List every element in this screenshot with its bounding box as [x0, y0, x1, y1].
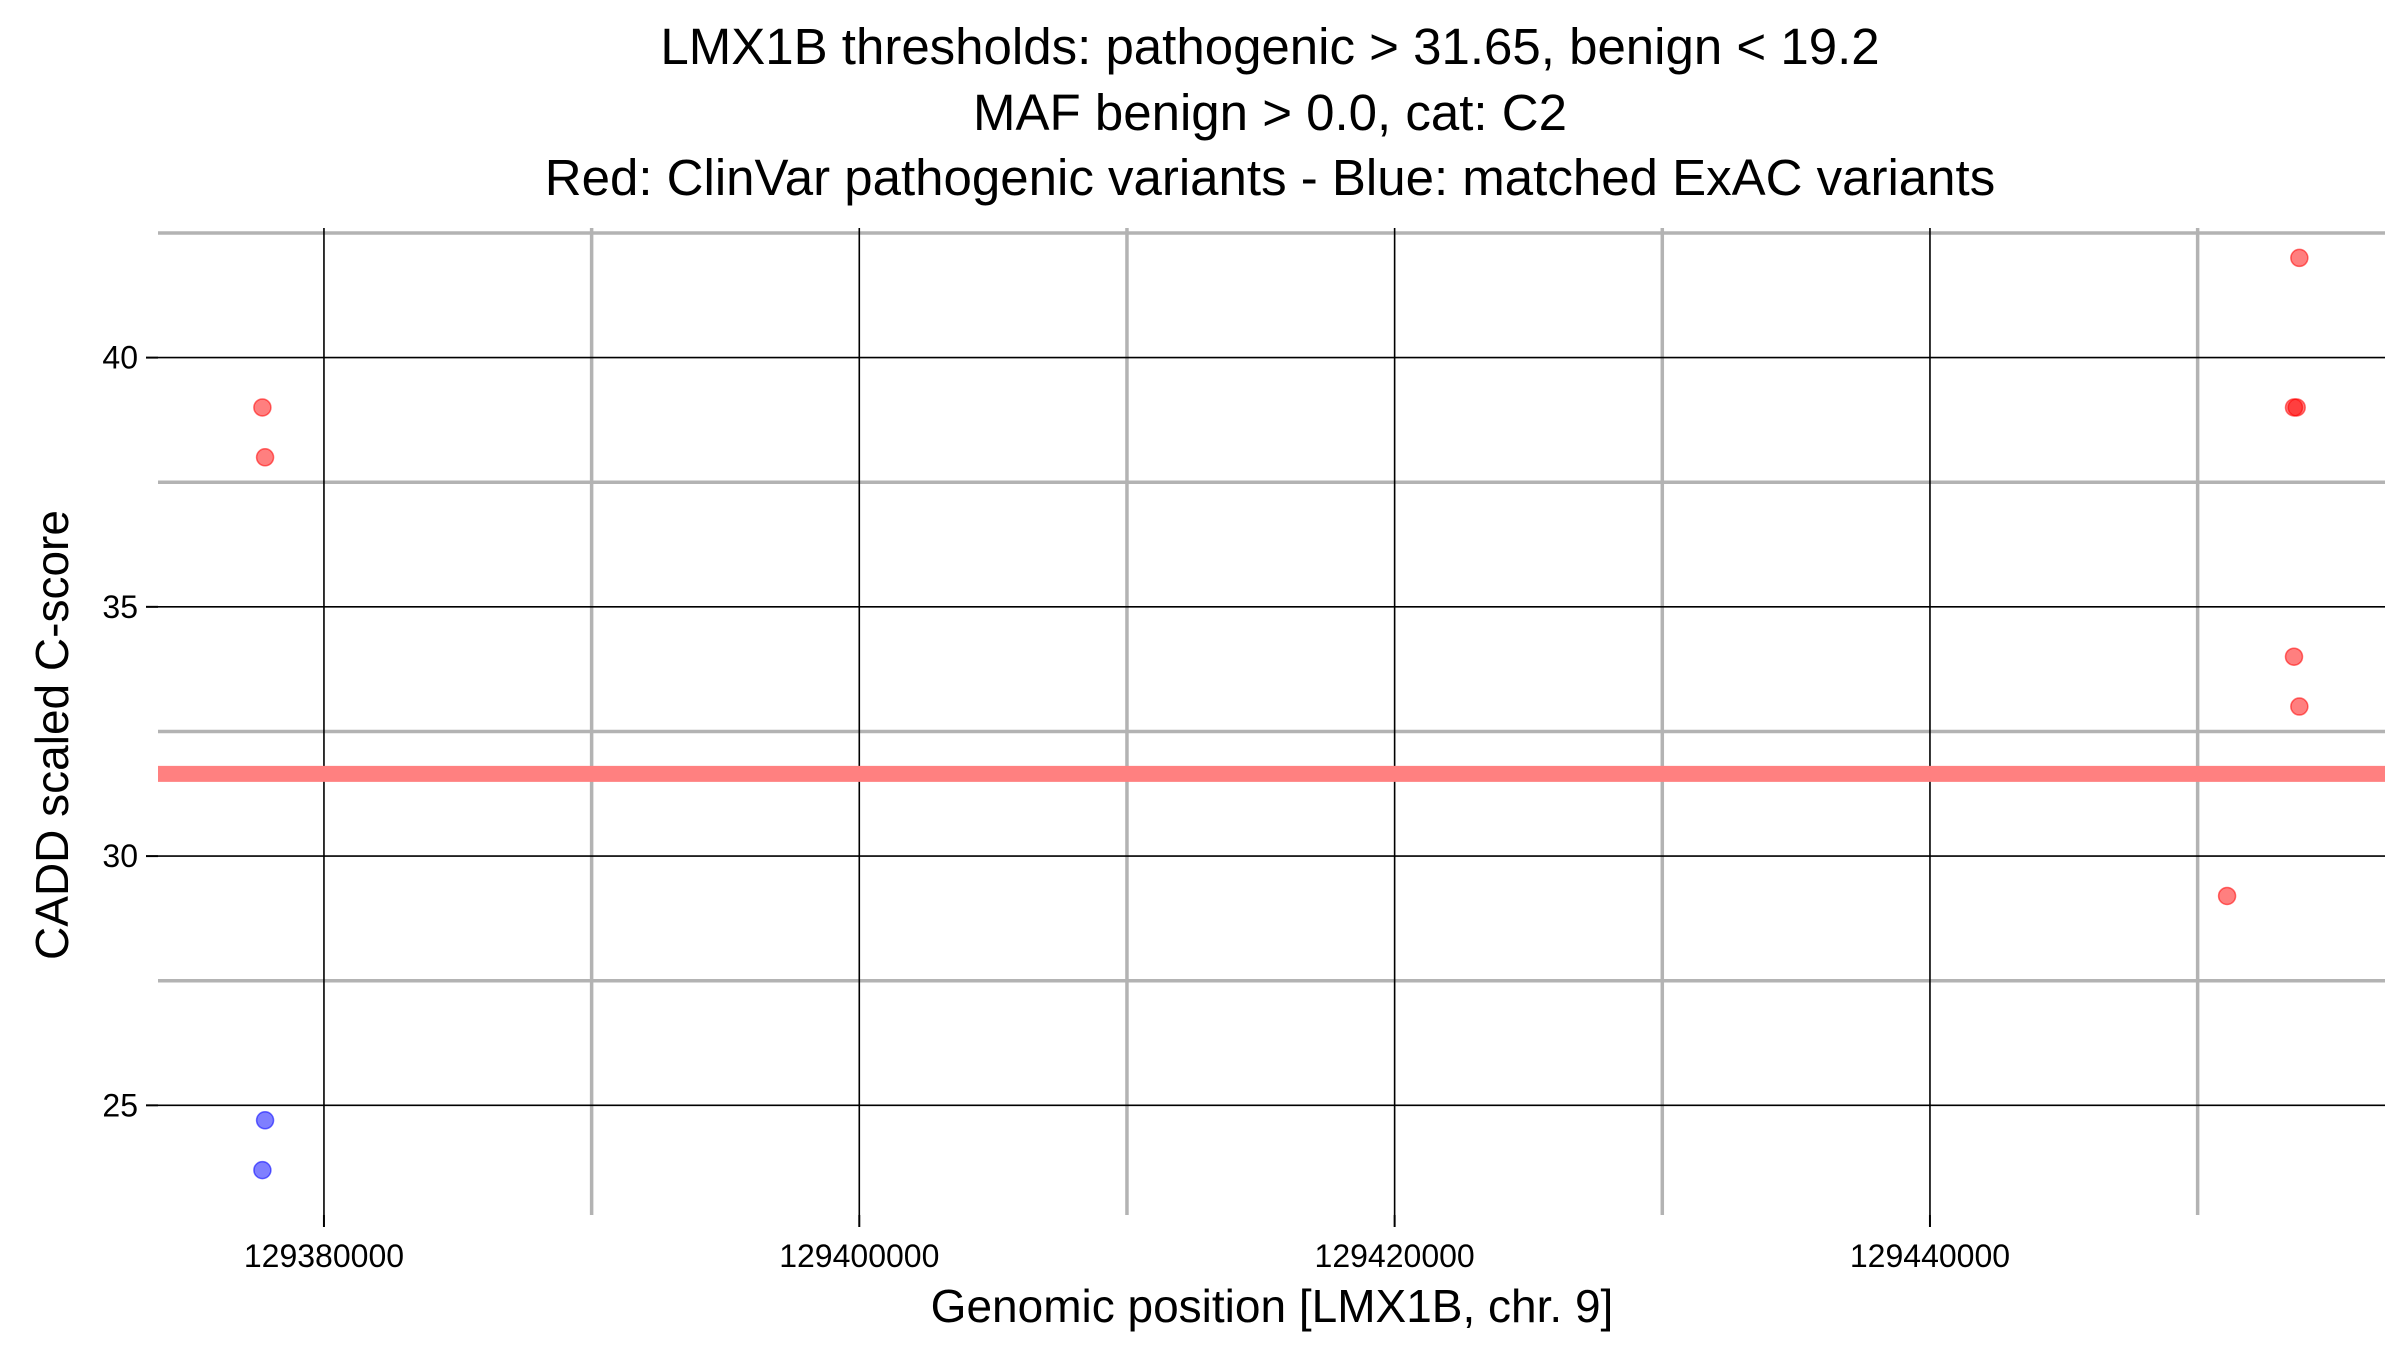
- x-tick-label: 129420000: [1315, 1238, 1475, 1274]
- title-line-3: Red: ClinVar pathogenic variants - Blue:…: [545, 149, 1995, 206]
- data-point: [255, 1111, 275, 1130]
- y-tick-label: 25: [102, 1087, 138, 1123]
- minor-gridlines: [158, 228, 2385, 1215]
- y-tick-label: 35: [102, 589, 138, 625]
- x-tick-labels: 129380000 129400000 129420000 129440000: [244, 1238, 2010, 1274]
- data-point: [255, 448, 275, 467]
- data-point: [253, 1160, 272, 1180]
- title-line-1: LMX1B thresholds: pathogenic > 31.65, be…: [660, 18, 1879, 75]
- data-point: [2290, 248, 2309, 268]
- x-tick-label: 129400000: [779, 1238, 939, 1274]
- data-point: [2290, 697, 2309, 716]
- x-tick-label: 129380000: [244, 1238, 404, 1274]
- axis-ticks: [146, 356, 1931, 1227]
- data-point: [253, 398, 272, 417]
- y-tick-labels: 25 30 35 40: [102, 340, 138, 1124]
- y-tick-label: 40: [102, 340, 138, 376]
- data-points: [253, 248, 2309, 1180]
- x-axis-title: Genomic position [LMX1B, chr. 9]: [931, 1280, 1614, 1332]
- data-point: [2217, 886, 2237, 906]
- major-gridlines: [158, 228, 2385, 1215]
- chart-title: LMX1B thresholds: pathogenic > 31.65, be…: [545, 18, 1995, 206]
- y-axis-title: CADD scaled C-score: [26, 510, 78, 960]
- x-tick-label: 129440000: [1850, 1238, 2010, 1274]
- data-point: [2284, 647, 2304, 666]
- y-tick-label: 30: [102, 838, 138, 874]
- data-point: [2287, 398, 2306, 417]
- title-line-2: MAF benign > 0.0, cat: C2: [973, 84, 1567, 141]
